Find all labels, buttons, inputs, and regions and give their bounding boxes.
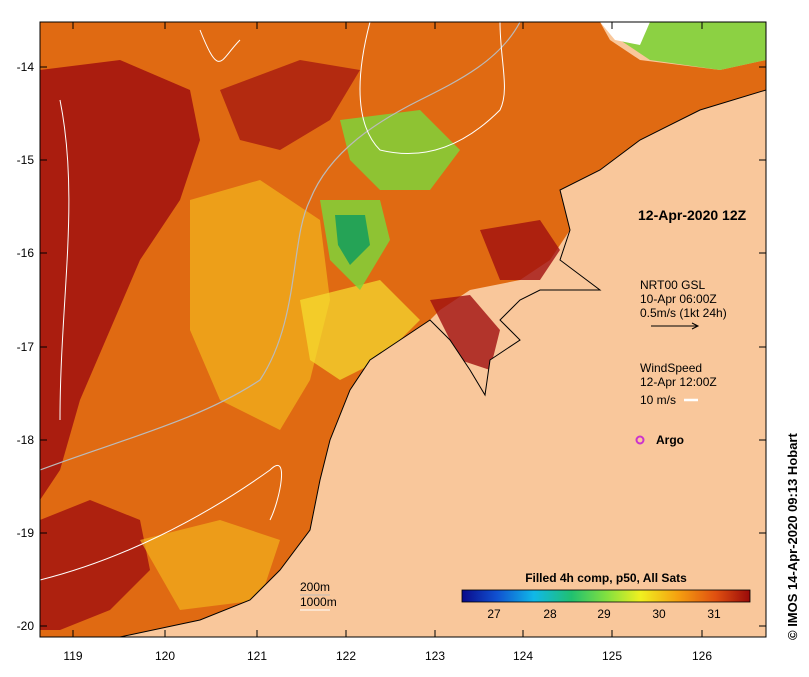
x-tick-label: 119 bbox=[63, 649, 82, 663]
current-legend: NRT00 GSL 10-Apr 06:00Z 0.5m/s (1kt 24h) bbox=[640, 278, 727, 330]
argo-marker-icon bbox=[635, 435, 645, 445]
x-tick-label: 120 bbox=[155, 649, 175, 663]
sst-hot-southwest bbox=[40, 500, 150, 630]
sst-field bbox=[40, 22, 766, 637]
argo-label: Argo bbox=[656, 433, 684, 447]
isobath-label-1000m: 1000m bbox=[300, 595, 337, 609]
x-tick-label: 123 bbox=[425, 649, 445, 663]
y-tick-label: -16 bbox=[17, 246, 35, 260]
isobath-1000m bbox=[40, 22, 505, 581]
y-tick-label: -15 bbox=[17, 153, 35, 167]
y-tick-label: -20 bbox=[17, 619, 35, 633]
isobath-200m bbox=[40, 22, 521, 471]
x-tick-label: 121 bbox=[247, 649, 267, 663]
sst-cold-patch bbox=[335, 215, 370, 265]
x-axis: 119 120 121 122 123 124 125 126 bbox=[63, 22, 712, 663]
wind-legend: WindSpeed 12-Apr 12:00Z 10 m/s bbox=[640, 361, 717, 407]
sst-hot-bay bbox=[430, 295, 500, 370]
land-mass bbox=[119, 89, 766, 637]
colorbar-gradient bbox=[461, 589, 751, 603]
current-arrowhead-icon bbox=[691, 322, 700, 330]
argo-legend: Argo bbox=[635, 433, 684, 447]
x-tick-label: 125 bbox=[602, 649, 622, 663]
y-tick-label: -17 bbox=[17, 340, 35, 354]
colorbar-tick: 31 bbox=[707, 607, 721, 621]
y-tick-label: -14 bbox=[17, 60, 35, 74]
sst-cool-northeast bbox=[610, 22, 766, 70]
sst-hot-coast bbox=[480, 220, 560, 280]
colorbar-tick: 27 bbox=[487, 607, 501, 621]
sst-mild-inshore bbox=[300, 280, 420, 380]
map-title: 12-Apr-2020 12Z bbox=[638, 207, 747, 223]
current-legend-line2: 10-Apr 06:00Z bbox=[640, 292, 717, 306]
isobath-legend: 200m 1000m bbox=[300, 580, 337, 611]
y-axis: -14 -15 -16 -17 -18 -19 -20 bbox=[17, 60, 766, 633]
y-tick-label: -18 bbox=[17, 433, 35, 447]
wind-legend-line2: 12-Apr 12:00Z bbox=[640, 375, 717, 389]
isobath-label-200m: 200m bbox=[300, 580, 330, 594]
credit-text: © IMOS 14-Apr-2020 09:13 Hobart bbox=[785, 433, 800, 640]
x-tick-label: 122 bbox=[336, 649, 356, 663]
current-legend-line3: 0.5m/s (1kt 24h) bbox=[640, 306, 727, 320]
wind-legend-line3: 10 m/s bbox=[640, 393, 676, 407]
colorbar-title: Filled 4h comp, p50, All Sats bbox=[525, 571, 687, 585]
x-tick-label: 124 bbox=[513, 649, 533, 663]
map-border bbox=[39, 21, 767, 638]
colorbar-tick: 30 bbox=[652, 607, 666, 621]
colorbar-tick: 29 bbox=[597, 607, 611, 621]
sst-hot-west bbox=[40, 60, 200, 500]
current-legend-line1: NRT00 GSL bbox=[640, 278, 705, 292]
sst-mild-south bbox=[140, 520, 280, 610]
sst-mild-central bbox=[190, 180, 330, 430]
colorbar: Filled 4h comp, p50, All Sats 27 28 29 3… bbox=[461, 571, 751, 621]
wind-legend-line1: WindSpeed bbox=[640, 361, 702, 375]
y-tick-label: -19 bbox=[17, 526, 35, 540]
colorbar-tick: 28 bbox=[543, 607, 557, 621]
sst-hot-north bbox=[220, 60, 360, 150]
x-tick-label: 126 bbox=[692, 649, 712, 663]
